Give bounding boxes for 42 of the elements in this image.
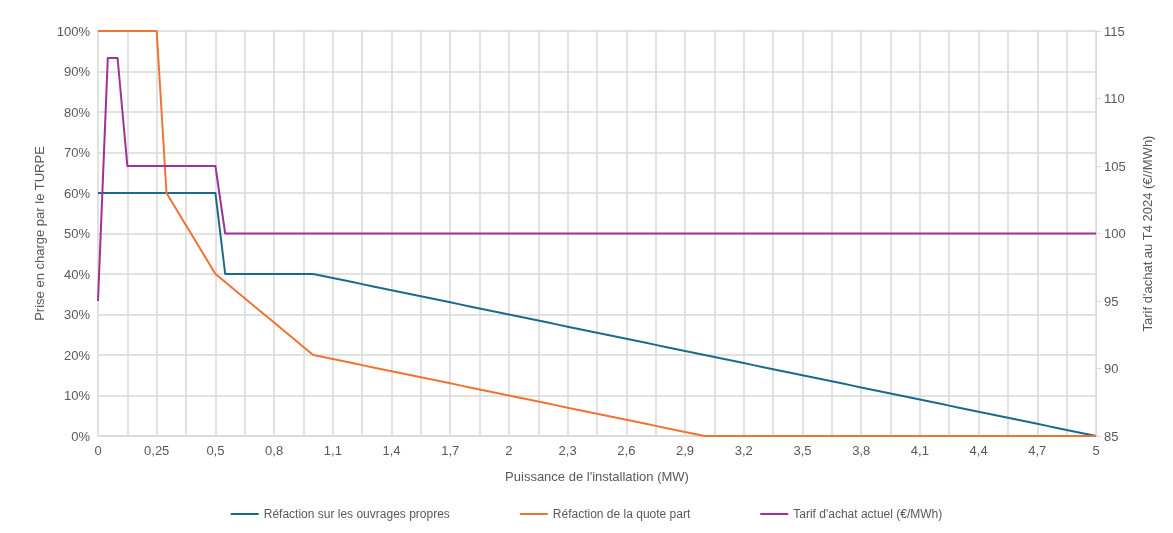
- y2-tick-label: 100: [1104, 226, 1126, 241]
- x-tick-label: 2: [505, 443, 513, 458]
- x-tick-label: 3,2: [734, 443, 753, 458]
- y-tick-label: 10%: [63, 388, 91, 403]
- x-tick-label: 4,4: [969, 443, 988, 458]
- x-tick-label: 4,7: [1028, 443, 1047, 458]
- y2-tick-label: 110: [1104, 91, 1125, 106]
- y-tick-label: 100%: [56, 23, 91, 39]
- legend-label: Tarif d'achat actuel (€/MWh): [793, 507, 943, 521]
- y-tick-label: 30%: [63, 307, 91, 322]
- y-tick-label: 0%: [71, 428, 91, 444]
- y2-tick-label: 105: [1104, 158, 1126, 174]
- x-tick-label: 2,9: [676, 443, 695, 458]
- x-tick-label: 3,8: [852, 443, 871, 458]
- x-tick-label: 0,8: [265, 443, 284, 458]
- y-tick-label: 80%: [63, 104, 91, 120]
- x-tick-label: 5: [1092, 443, 1100, 458]
- x-axis-title: Puissance de l'installation (MW): [505, 469, 689, 484]
- y-tick-label: 40%: [63, 266, 91, 282]
- x-tick-label: 0: [94, 443, 102, 458]
- y2-tick-label: 115: [1104, 23, 1125, 39]
- x-tick-label: 1,1: [323, 443, 342, 458]
- x-tick-label: 2,3: [558, 443, 577, 458]
- x-tick-label: 0,25: [144, 443, 170, 458]
- y-tick-label: 70%: [63, 145, 91, 160]
- y2-axis-title: Tarif d'achat au T4 2024 (€//MWh): [1140, 135, 1155, 332]
- y2-tick-label: 90: [1104, 361, 1119, 376]
- y-axis-title: Prise en charge par le TURPE: [31, 145, 47, 321]
- y-tick-label: 50%: [63, 226, 91, 241]
- x-tick-label: 4,1: [910, 443, 929, 458]
- legend-label: Réfaction sur les ouvrages propres: [263, 507, 450, 521]
- x-tick-label: 1,7: [441, 443, 460, 458]
- x-tick-label: 0,5: [206, 443, 225, 458]
- y2-tick-label: 95: [1104, 293, 1119, 309]
- legend-label: Réfaction de la quote part: [552, 507, 691, 521]
- y-tick-label: 90%: [63, 64, 91, 79]
- x-tick-label: 1,4: [382, 443, 401, 458]
- y2-tick-label: 85: [1104, 428, 1119, 444]
- y-tick-label: 20%: [63, 347, 91, 363]
- y-tick-label: 60%: [63, 185, 91, 201]
- x-tick-label: 2,6: [617, 443, 636, 458]
- x-tick-label: 3,5: [793, 443, 812, 458]
